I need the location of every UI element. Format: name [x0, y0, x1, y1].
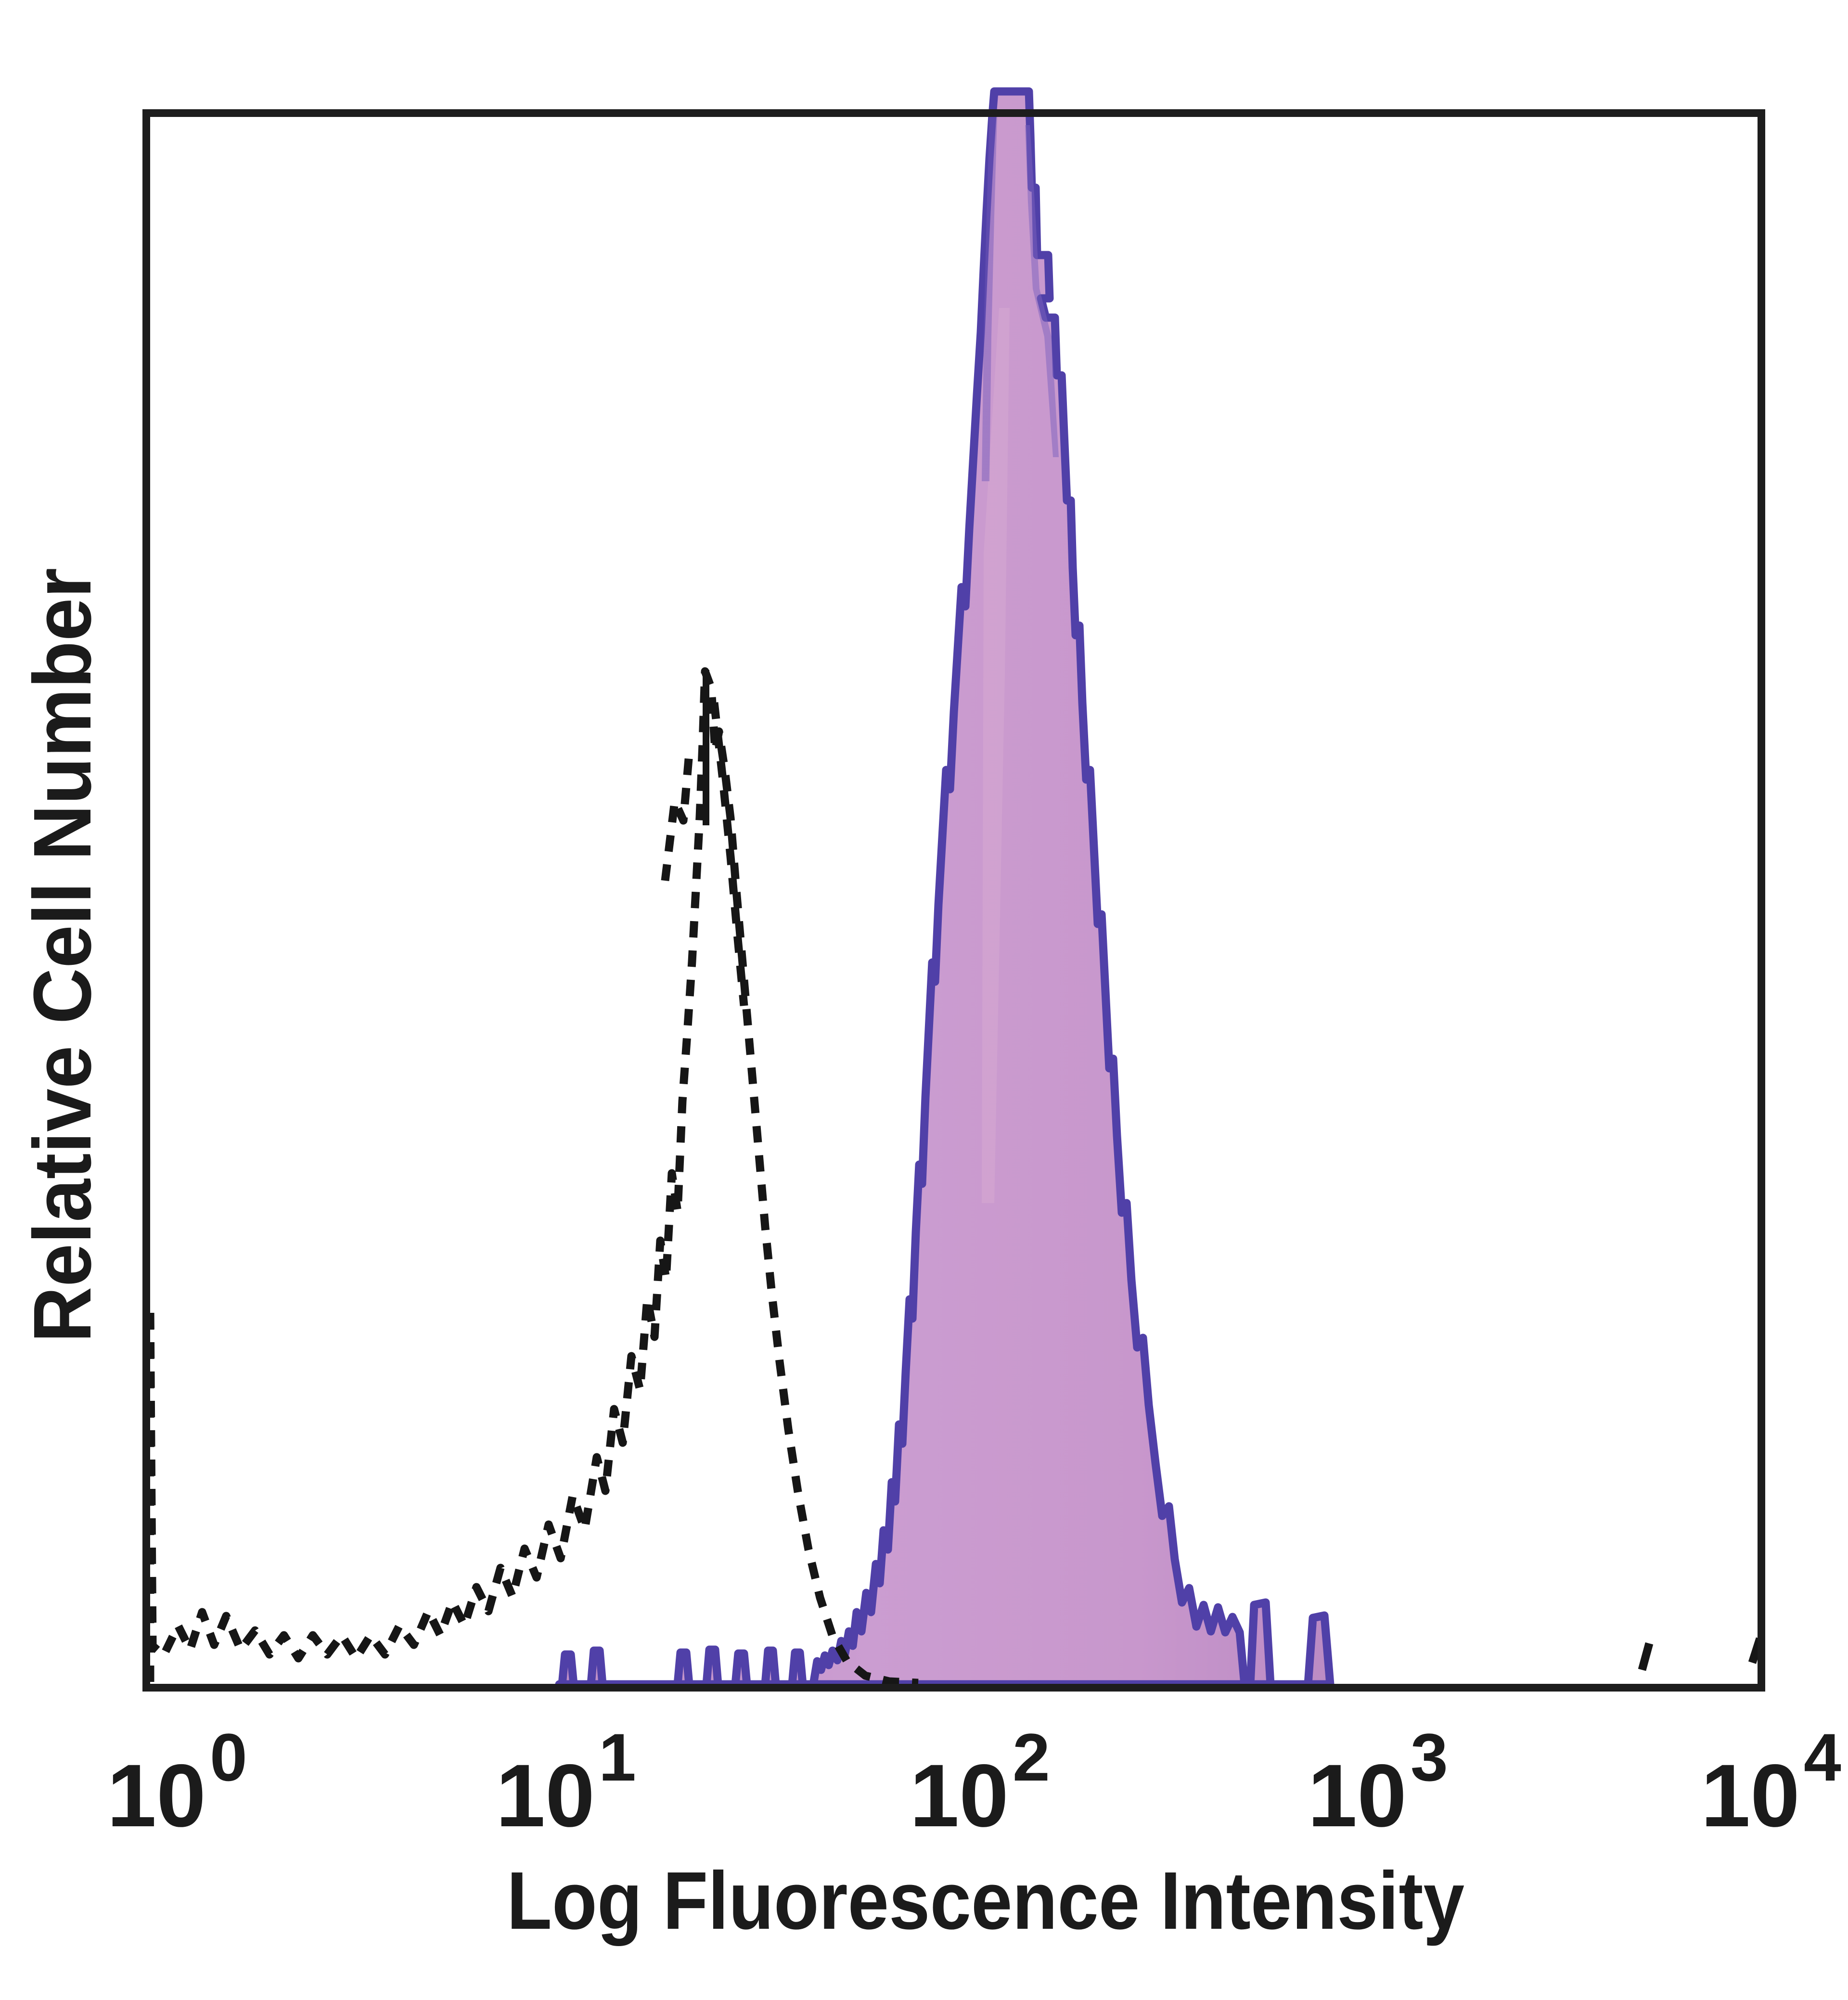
x-tick-label-10e4: 104: [1701, 1719, 1841, 1846]
x-tick-label-10e0: 100: [107, 1719, 247, 1846]
stained-inner-light-streak: [982, 308, 1010, 1203]
x-axis-title: Log Fluorescence Intensity: [507, 1855, 1464, 1947]
x-tick-label-10e3: 103: [1308, 1719, 1448, 1846]
stained-inner-dark-streak: [1025, 125, 1059, 457]
control-dashed-detail-segment: [710, 702, 748, 1006]
stained-sample-histogram: [555, 87, 1335, 1689]
stained-inner-dark-streak: [982, 115, 997, 481]
control-dashed-curve: [146, 667, 919, 1687]
x-axis-tick-labels: 100 101 102 103 104: [107, 1719, 1841, 1846]
control-dashed-histogram: [146, 667, 1764, 1687]
y-axis-title: Relative Cell Number: [17, 568, 108, 1343]
x-tick-label-10e1: 101: [496, 1719, 636, 1846]
control-dashed-detail-segment: [661, 753, 693, 882]
stray-dash-mark: [1638, 1642, 1654, 1671]
plot-frame: [142, 109, 1765, 1692]
x-tick-label-10e2: 102: [910, 1719, 1050, 1846]
stained-inner-dark-streaks: [982, 115, 1059, 481]
